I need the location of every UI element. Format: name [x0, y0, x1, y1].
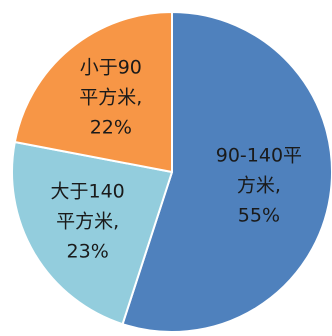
pie-slice: [121, 11, 332, 333]
slice-label-line: 23%: [67, 240, 109, 262]
slice-label: 90-140平方米, 55%: [216, 144, 302, 226]
slice-label-line: 90-140平: [216, 144, 302, 166]
slice-label: 大于140 平方米, 23%: [51, 180, 125, 262]
slice-label-line: 55%: [238, 204, 280, 226]
slice-label-line: 大于140: [51, 180, 125, 202]
slice-label-line: 方米,: [237, 174, 281, 196]
slice-label-line: 小于90: [80, 57, 142, 79]
slice-label-line: 22%: [90, 117, 132, 139]
slice-label-line: 平方米,: [56, 210, 119, 232]
pie-slice: [11, 141, 173, 326]
slice-label-line: 平方米,: [79, 87, 142, 109]
pie-slice: [13, 11, 173, 173]
pie-slices: [11, 11, 332, 333]
pie-labels: 90-140平方米, 55% 大于140 平方米, 23% 小于90 平方米, 22%: [51, 57, 303, 263]
slice-label: 小于90 平方米, 22%: [79, 57, 142, 139]
